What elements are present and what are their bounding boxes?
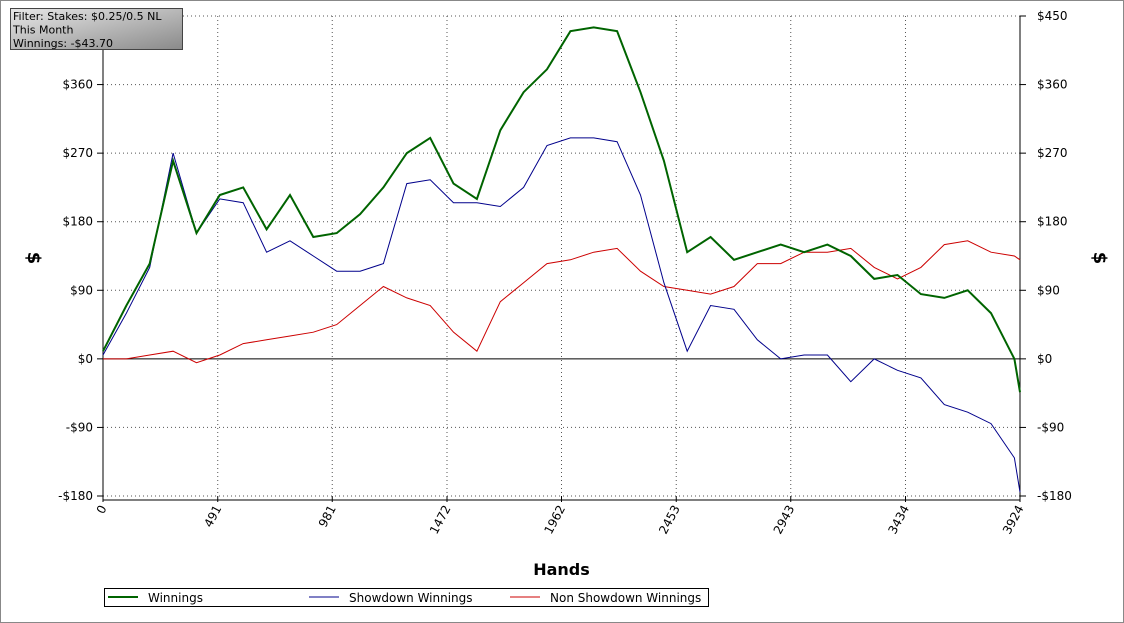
y-axis-label: $ (23, 252, 44, 265)
y2-tick-label: $180 (1037, 215, 1068, 229)
y-tick-label: $270 (62, 146, 93, 160)
legend-label: Non Showdown Winnings (550, 591, 701, 605)
data-line (102, 137, 1021, 493)
y2-tick-label: $270 (1037, 146, 1068, 160)
filter-box (10, 8, 183, 50)
y2-tick-label: -$90 (1037, 420, 1064, 434)
filter-text: This Month (12, 24, 73, 37)
y-tick-label: $360 (62, 78, 93, 92)
legend-label: Winnings (148, 591, 203, 605)
filter-text: Filter: Stakes: $0.25/0.5 NL (13, 10, 162, 23)
legend-label: Showdown Winnings (349, 591, 473, 605)
y2-tick-label: $0 (1037, 352, 1052, 366)
legend-box (104, 588, 709, 607)
y2-axis-label: $ (1089, 252, 1110, 265)
y-tick-label: $0 (78, 352, 93, 366)
data-line (103, 240, 1021, 364)
filter-text: Winnings: -$43.70 (13, 37, 113, 50)
y-tick-label: -$180 (58, 489, 93, 503)
y2-tick-label: $450 (1037, 9, 1068, 23)
y-tick-label: -$90 (66, 420, 93, 434)
x-axis-label: Hands (533, 560, 590, 579)
y2-tick-label: -$180 (1037, 489, 1072, 503)
y2-tick-label: $90 (1037, 283, 1060, 297)
y-tick-label: $90 (70, 283, 93, 297)
y2-tick-label: $360 (1037, 78, 1068, 92)
y-tick-label: $180 (62, 215, 93, 229)
data-line (102, 26, 1021, 393)
